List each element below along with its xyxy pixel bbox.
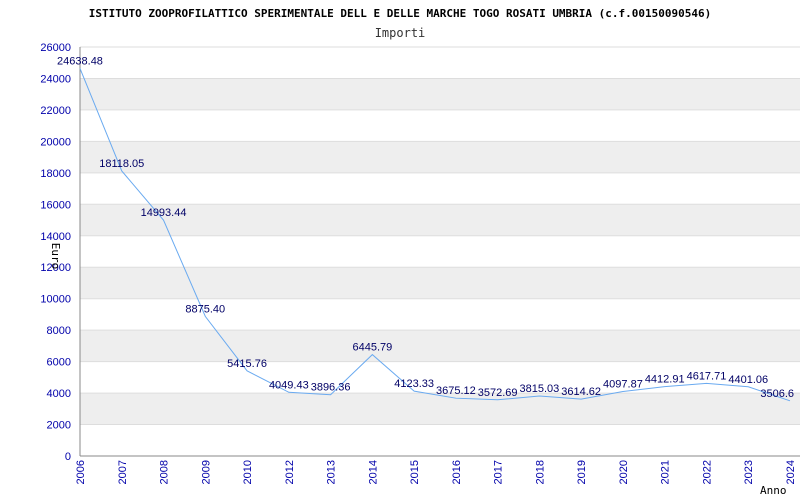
x-tick-label: 2022 [701,460,713,484]
data-label: 6445.79 [352,342,392,354]
x-tick-label: 2017 [493,460,505,484]
x-tick-label: 2018 [534,460,546,484]
y-axis-label: Euro [49,243,62,270]
y-tick-label: 26000 [40,42,71,54]
data-label: 3675.12 [436,385,476,397]
x-tick-label: 2014 [367,460,379,484]
data-label: 4412.91 [645,374,685,386]
x-axis-label: Anno [760,484,787,497]
data-label: 3572.69 [478,387,518,399]
x-tick-label: 2023 [743,460,755,484]
x-tick-label: 2016 [451,460,463,484]
y-tick-labels: 0 2000 4000 6000 8000 10000 12000 14000 16000 180… [40,42,71,463]
y-tick-label: 16000 [40,199,71,211]
y-tick-label: 20000 [40,136,71,148]
data-label: 3896.36 [311,382,351,394]
x-tick-label: 2012 [284,460,296,484]
data-label: 24638.48 [57,55,103,67]
data-label: 4617.71 [687,370,727,382]
chart-title: ISTITUTO ZOOPROFILATTICO SPERIMENTALE DE… [89,7,712,20]
chart-subtitle: Importi [375,26,426,40]
grid-band [80,393,800,425]
x-tick-label: 2007 [117,460,129,484]
grid-band [80,204,800,236]
y-tick-label: 6000 [47,357,71,369]
grid-bands [80,78,800,425]
data-label: 18118.05 [99,158,144,170]
data-label: 4049.43 [269,379,309,391]
y-tick-label: 2000 [47,420,71,432]
y-tick-label: 14000 [40,231,71,243]
x-tick-label: 2020 [618,460,630,484]
data-label: 14993.44 [141,207,187,219]
x-tick-label: 2008 [159,460,171,484]
y-tick-label: 10000 [40,294,71,306]
x-tick-label: 2024 [785,460,797,484]
x-tick-label: 2019 [576,460,588,484]
grid-band [80,78,800,110]
data-label: 5415.76 [227,358,267,370]
grid-band [80,267,800,299]
grid-band [80,330,800,362]
axes [79,47,800,457]
y-tick-label: 0 [65,451,71,463]
x-tick-label: 2013 [326,460,338,484]
data-label: 4097.87 [603,379,643,391]
x-tick-label: 2010 [242,460,254,484]
data-label: 4123.33 [394,378,434,390]
x-tick-label: 2015 [409,460,421,484]
y-tick-label: 4000 [47,388,71,400]
data-label: 3614.62 [561,386,601,398]
y-tick-label: 18000 [40,168,71,180]
series-line [79,68,791,402]
data-label: 3506.6 [760,388,794,400]
data-label: 3815.03 [520,383,560,395]
y-tick-label: 12000 [40,262,71,274]
x-tick-label: 2009 [200,460,212,484]
y-tick-label: 8000 [47,325,71,337]
x-tick-label: 2021 [660,460,672,484]
y-tick-label: 22000 [40,105,71,117]
data-label: 8875.40 [185,303,225,315]
y-tick-label: 24000 [40,73,71,85]
x-tick-labels: 2006 2007 2008 2009 2010 2012 2013 2014 2015 2016… [75,460,797,484]
data-labels: 24638.4818118.0514993.448875.405415.7640… [57,55,794,399]
x-tick-label: 2006 [75,460,87,484]
grid-band [80,141,800,173]
data-label: 4401.06 [728,374,768,386]
